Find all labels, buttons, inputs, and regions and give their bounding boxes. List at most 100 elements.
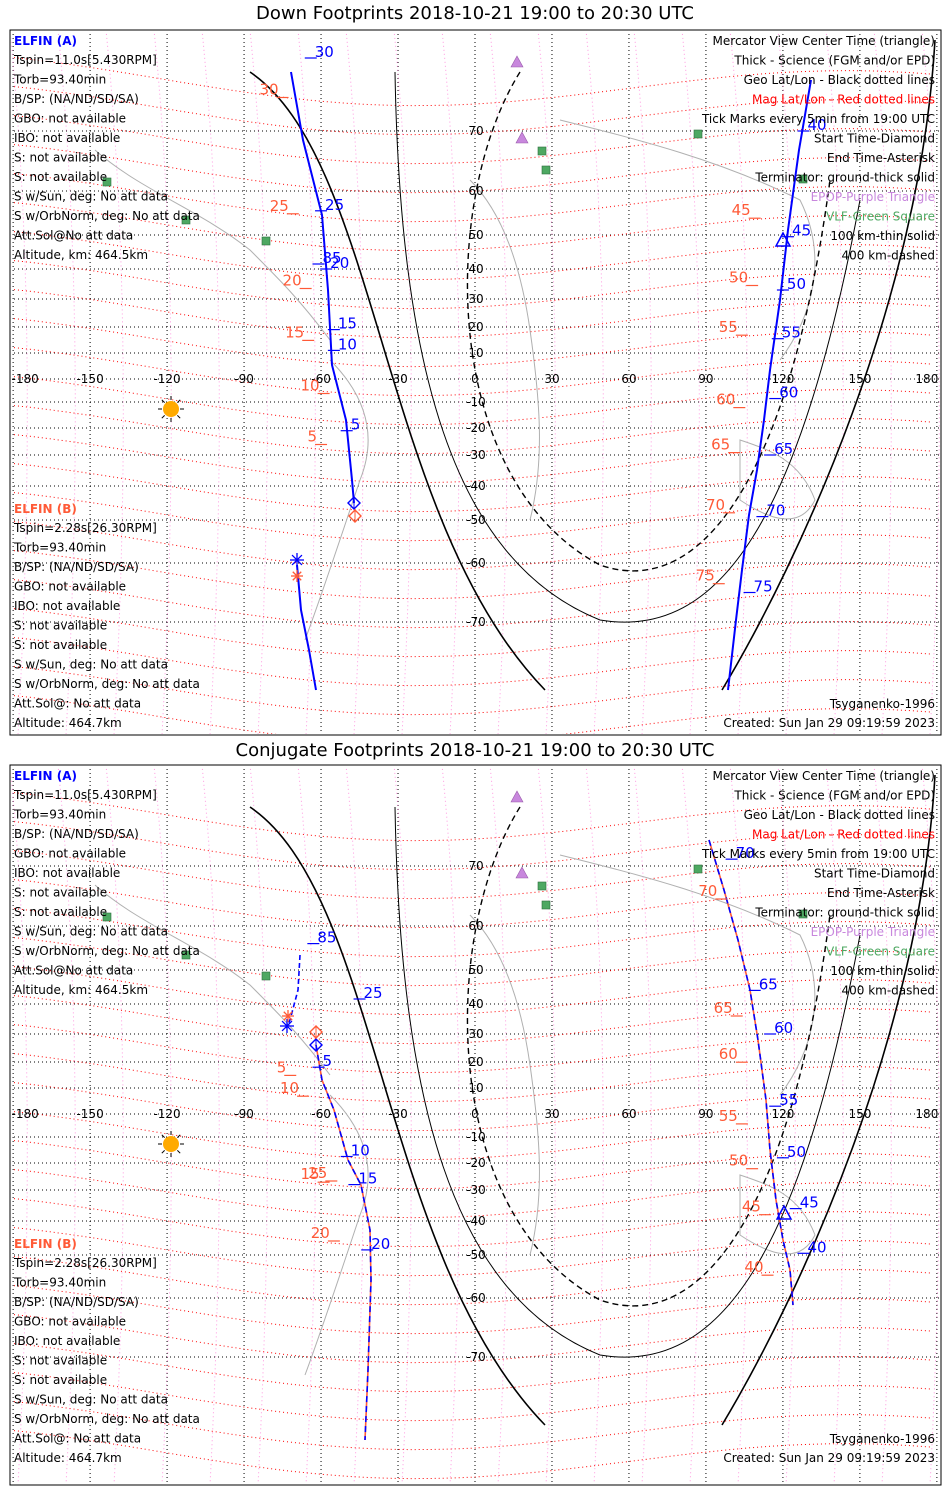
legend-entry: Geo Lat/Lon - Black dotted lines [744,808,935,822]
lon-tick-label: -60 [311,1107,331,1121]
legend-entry: Tick Marks every 5min from 19:00 UTC [701,847,935,861]
legend-entry: 100 km-thin solid [830,964,935,978]
time-label-a: 70 [766,502,785,520]
mag-meridian [825,766,844,1484]
mag-meridian [393,766,412,1484]
legend-entry: Start Time-Diamond [814,867,935,881]
lat-tick-label: 20 [468,1055,483,1069]
mag-meridian [777,766,796,1484]
map-area: -180 -150 -120 -90 -60 -30 0 30 60 90 120 150 180706… [11,31,940,734]
time-label-a: 10 [338,335,357,353]
asterisk-stroke [292,571,302,581]
legend-entry: End Time-Asterisk [827,886,935,900]
mag-meridian [729,766,748,1484]
vlf-green-square [181,215,191,225]
lat-tick-label: -60 [466,556,486,570]
elfin-a-info-line: IBO: not available [14,866,120,880]
time-label-a: 25 [325,196,344,214]
mag-meridian [201,31,220,734]
mag-meridian [681,766,700,1484]
legend-entry: 100 km-thin solid [830,229,935,243]
terminator-ground-east [721,774,936,1426]
mag-meridian [11,35,28,734]
vlf-green-square [102,177,112,187]
elfin-a-info-line: Altitude, km: 464.5km [14,983,148,997]
time-label-b: 60 [719,1045,738,1063]
lat-tick-label: -20 [466,421,486,435]
time-label-b: 15 [301,1165,320,1183]
elfin-a-track-north [285,954,301,1029]
elfin-b-info-line: IBO: not available [14,599,120,613]
sun-ray [161,399,165,403]
mag-meridian [153,31,172,734]
time-label-b: 45 [732,201,751,219]
lon-tick-label: 180 [915,1107,938,1121]
elfin-b-info-line: S: not available [14,1354,107,1368]
altitude-100km [394,71,861,623]
elfin-b-header: ELFIN (B) [14,1237,77,1251]
lon-tick-label: -60 [311,372,331,386]
elfin-b-info-line: Torb=93.40min [13,541,106,555]
altitude-100km [394,806,861,1358]
time-label-a: 85 [322,249,341,267]
mag-meridian [633,766,652,1484]
epop-purple-triangle [510,55,524,68]
conjugate-panel-title: Conjugate Footprints 2018-10-21 19:00 to… [235,740,715,761]
time-label-b: 70 [698,882,717,900]
created-timestamp: Created: Sun Jan 29 09:19:59 2023 [723,716,935,730]
elfin-b-info-line: Att.Sol@: No att data [14,1432,141,1446]
lat-tick-label: -30 [466,1183,486,1197]
time-label-b: 25 [308,1164,327,1182]
mag-meridian [537,31,556,734]
mag-meridian [345,766,364,1484]
elfin-a-info-line: S: not available [14,170,107,184]
view-center-triangle-a [774,231,792,247]
lat-tick-label: -70 [466,1350,486,1364]
lon-tick-label: 90 [698,1107,713,1121]
time-label-b: 65 [714,999,733,1017]
time-label-a: 10 [351,1142,370,1160]
model-label: Tsyganenko-1996 [829,1432,935,1446]
elfin-a-info-line: GBO: not available [14,847,126,861]
down-panel-title: Down Footprints 2018-10-21 19:00 to 20:3… [256,3,694,24]
lon-tick-label: 120 [771,1107,794,1121]
elfin-a-info-line: S w/Sun, deg: No att data [14,925,168,939]
sun-ray [177,415,181,419]
elfin-a-info-line: B/SP: (NA/ND/SD/SA) [14,827,139,841]
elfin-a-info-line: Altitude, km: 464.5km [14,248,148,262]
legend-entry: End Time-Asterisk [827,151,935,165]
time-label-a: 65 [774,440,793,458]
time-label-b: 65 [711,436,730,454]
elfin-b-info-line: B/SP: (NA/ND/SD/SA) [14,560,139,574]
mag-meridian [921,31,940,734]
altitude-400km [466,806,831,1307]
coastline [469,179,540,521]
time-label-a: 40 [807,116,826,134]
elfin-b-info-line: S w/OrbNorm, deg: No att data [14,677,200,691]
time-label-a: 15 [358,1170,377,1188]
time-label-a: 75 [754,578,773,596]
lon-tick-label: -120 [153,1107,180,1121]
lat-tick-label: 30 [468,1027,483,1041]
elfin-b-info-line: GBO: not available [14,1315,126,1329]
sun-ray [161,1134,165,1138]
vlf-green-square [798,909,808,919]
coastline [739,1174,816,1255]
lon-tick-label: 30 [544,1107,559,1121]
mag-meridian [57,766,76,1484]
elfin-b-header: ELFIN (B) [14,502,77,516]
time-label-a: 55 [782,324,801,342]
lon-tick-label: 150 [848,372,871,386]
elfin-a-info-line: GBO: not available [14,112,126,126]
vlf-green-square [181,950,191,960]
mag-meridian [441,31,460,734]
elfin-a-header: ELFIN (A) [14,34,77,48]
lat-tick-label: -50 [466,513,486,527]
vlf-green-square [537,146,547,156]
lat-tick-label: -60 [466,1291,486,1305]
conjugate-footprints-panel: -180 -150 -120 -90 -60 -30 0 30 60 90 120 150 180 70 6… [9,764,942,1486]
time-label-a: 50 [787,275,806,293]
legend-entry: VLF-Green Square [826,945,935,959]
lat-tick-label: 10 [468,1081,483,1095]
lon-tick-label: 0 [471,1107,479,1121]
